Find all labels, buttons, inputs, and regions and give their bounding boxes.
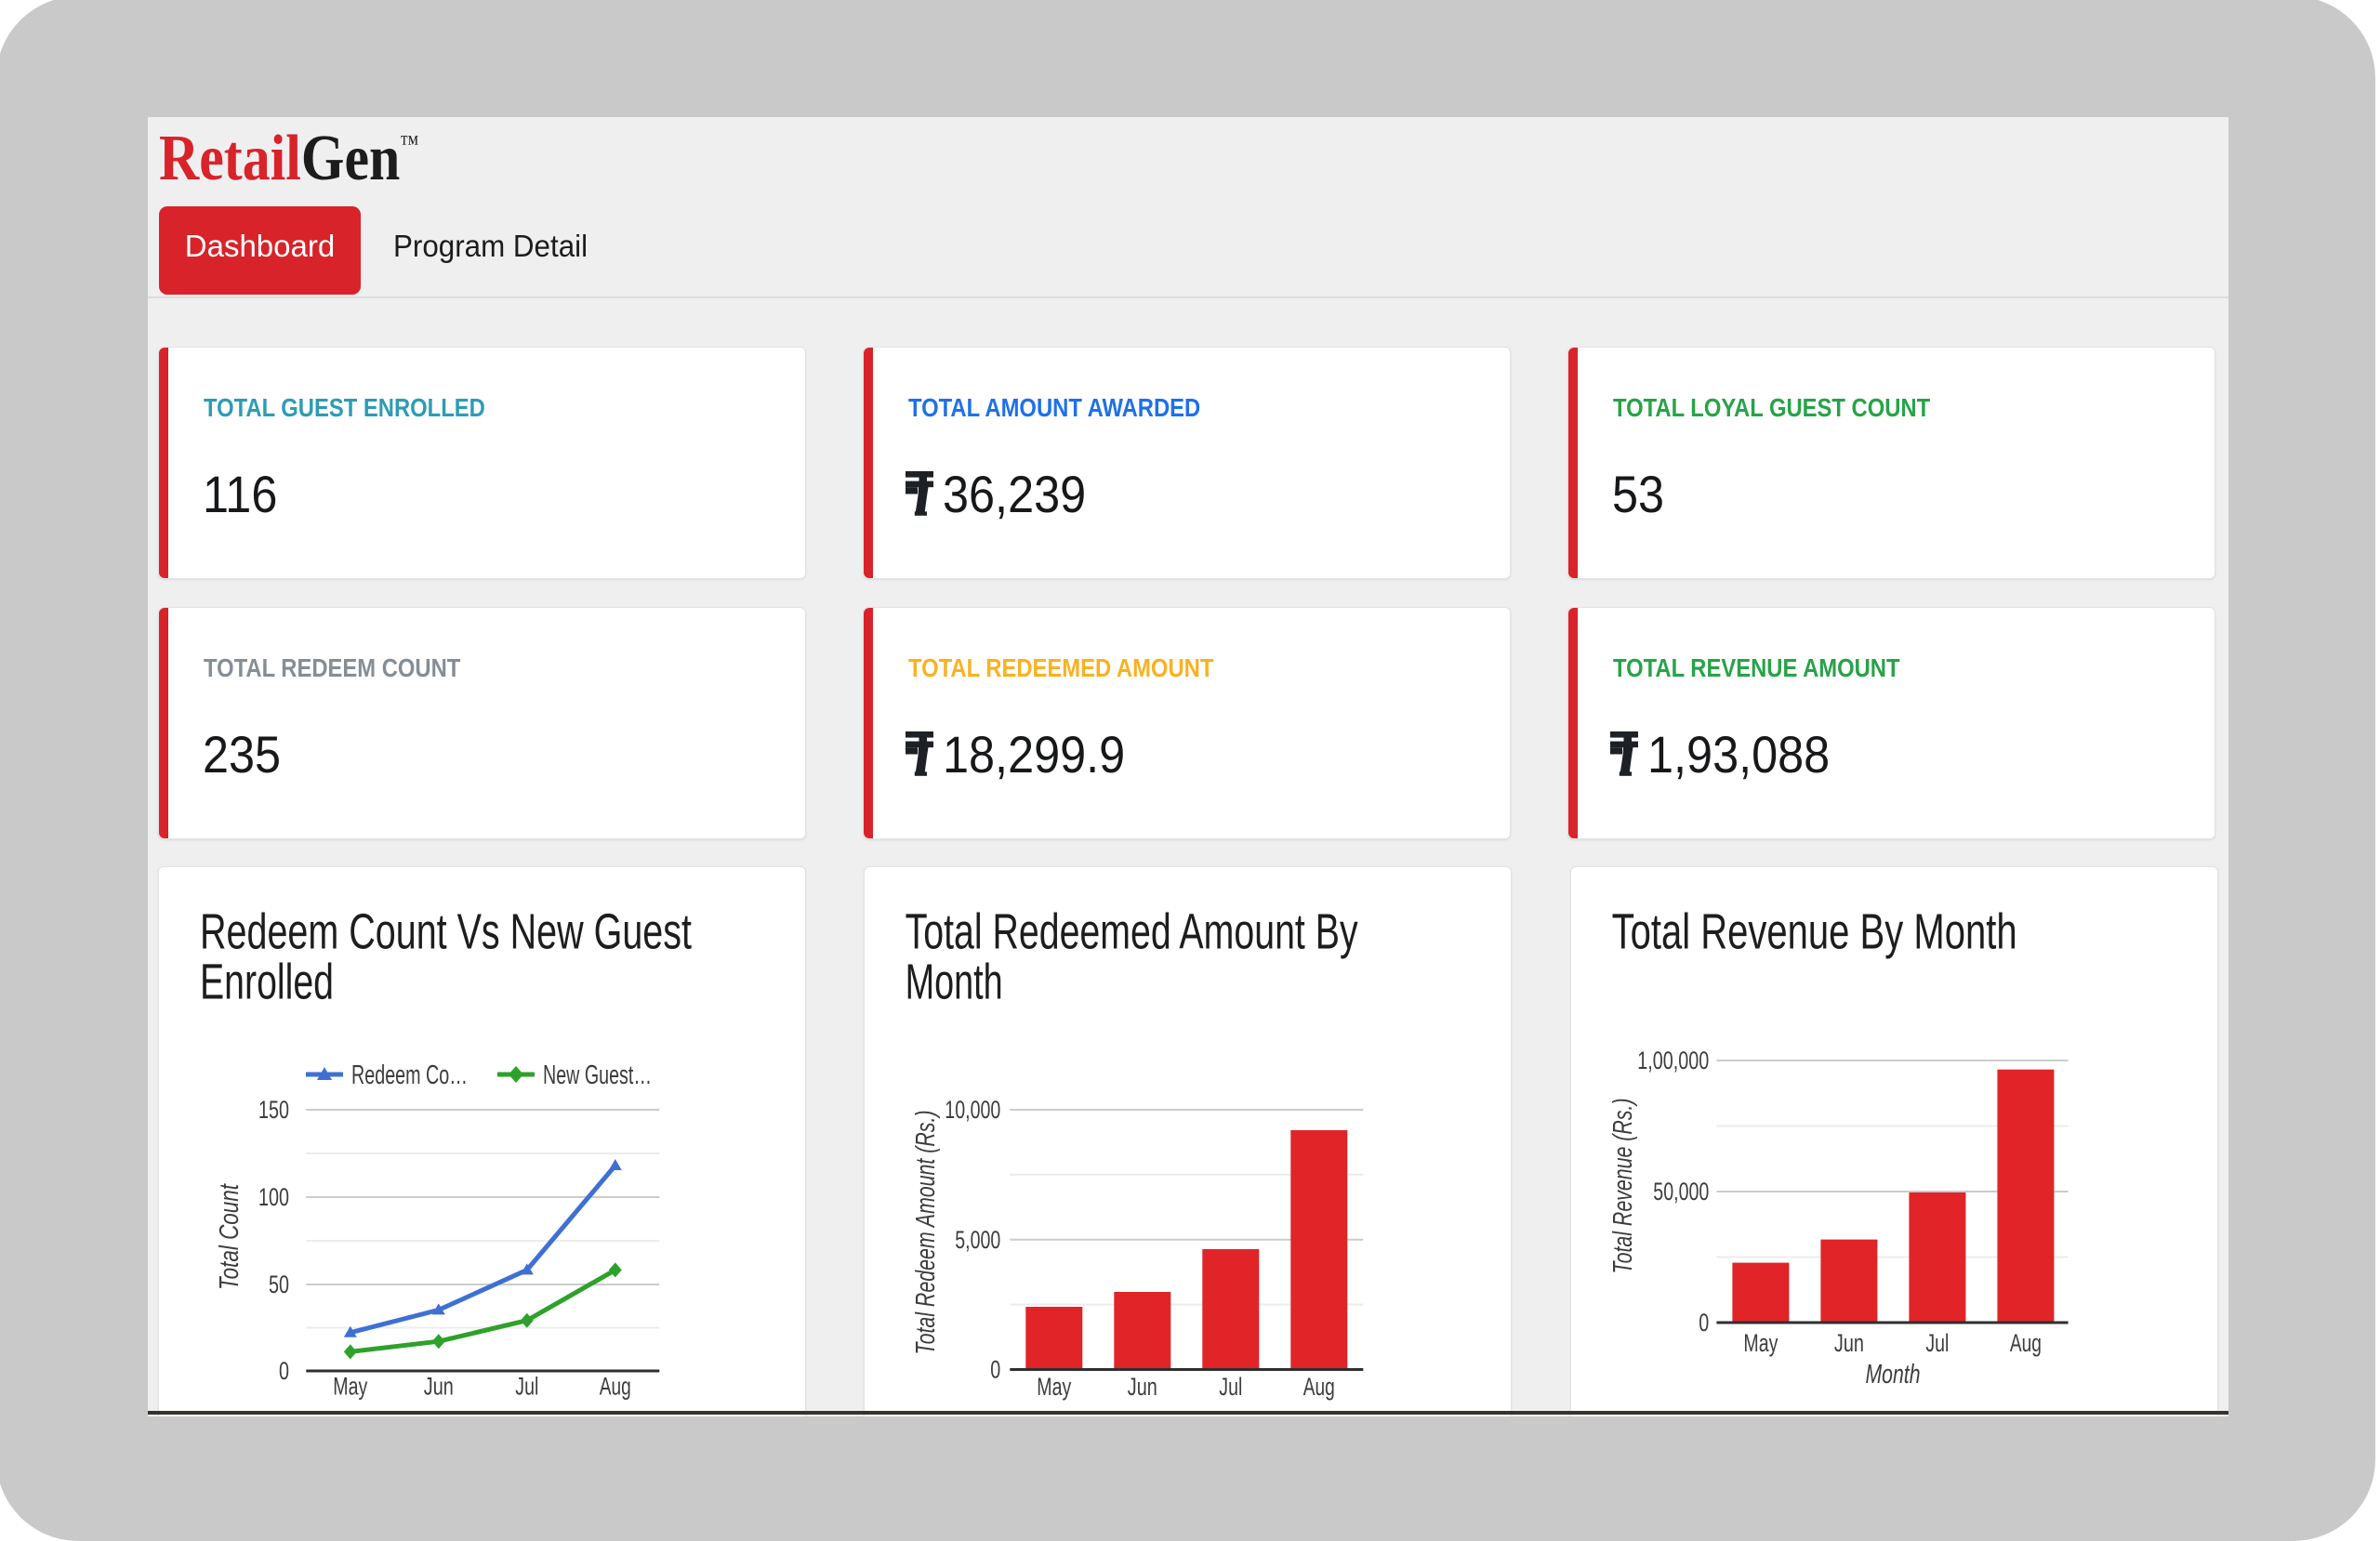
svg-text:Month: Month	[1866, 1360, 1921, 1390]
svg-text:New Guest…: New Guest…	[543, 1060, 652, 1090]
svg-text:Jun: Jun	[1834, 1329, 1864, 1357]
svg-text:Month: Month	[906, 955, 1003, 1010]
svg-text:Jul: Jul	[515, 1373, 538, 1401]
svg-text:May: May	[333, 1373, 367, 1401]
svg-text:50: 50	[269, 1271, 289, 1298]
svg-text:Total Redeemed Amount By: Total Redeemed Amount By	[906, 904, 1358, 960]
svg-text:10,000: 10,000	[945, 1096, 1000, 1124]
svg-text:Total Redeem Amount (Rs.): Total Redeem Amount (Rs.)	[911, 1111, 941, 1355]
svg-text:Total Revenue (Rs.): Total Revenue (Rs.)	[1608, 1099, 1638, 1274]
svg-text:Total Count: Total Count	[215, 1183, 245, 1290]
svg-text:Jul: Jul	[1925, 1329, 1949, 1357]
svg-text:5,000: 5,000	[955, 1226, 1000, 1254]
svg-text:0: 0	[279, 1357, 289, 1385]
svg-text:Enrolled: Enrolled	[200, 955, 334, 1010]
svg-text:Jun: Jun	[1128, 1373, 1157, 1401]
svg-text:Redeem Count Vs New Guest: Redeem Count Vs New Guest	[200, 904, 692, 960]
svg-text:Jul: Jul	[1219, 1373, 1242, 1401]
svg-text:0: 0	[990, 1356, 1000, 1384]
svg-text:0: 0	[1699, 1309, 1709, 1337]
svg-text:Aug: Aug	[600, 1373, 631, 1401]
svg-text:Redeem Co…: Redeem Co…	[351, 1060, 468, 1090]
svg-text:1,00,000: 1,00,000	[1637, 1047, 1709, 1074]
svg-text:May: May	[1743, 1329, 1778, 1357]
svg-text:May: May	[1037, 1373, 1071, 1401]
svg-text:50,000: 50,000	[1653, 1178, 1709, 1205]
svg-text:150: 150	[258, 1096, 289, 1124]
svg-text:Aug: Aug	[1303, 1373, 1335, 1401]
svg-text:Jun: Jun	[424, 1373, 454, 1401]
svg-text:100: 100	[258, 1183, 289, 1211]
svg-text:Total Revenue By Month: Total Revenue By Month	[1612, 904, 2017, 960]
svg-text:Aug: Aug	[2010, 1329, 2042, 1357]
